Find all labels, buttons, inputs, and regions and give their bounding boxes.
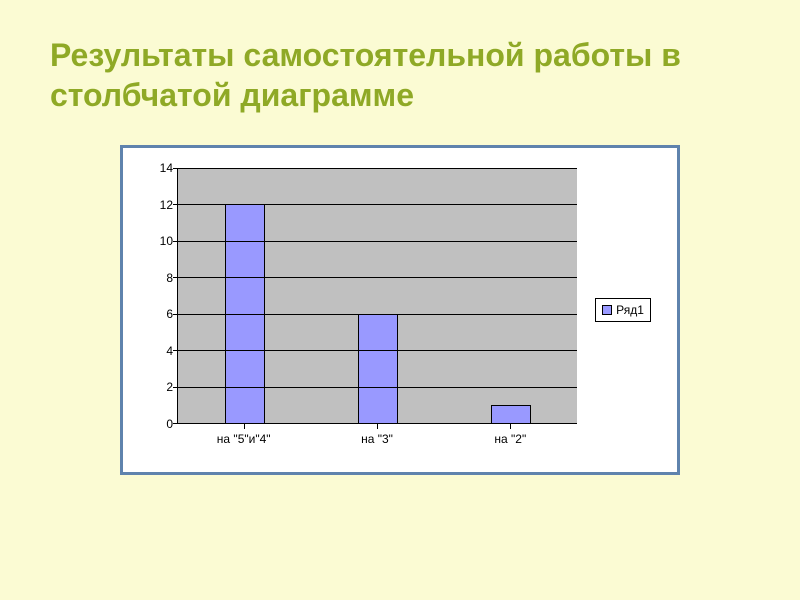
x-tick-label: на "3"	[310, 424, 443, 452]
gridline	[178, 241, 577, 242]
legend-swatch	[602, 305, 612, 315]
chart-container: 0 2 4 6 8 10 12 14 на "5"и"4"на "3"на "2" Ряд1	[120, 145, 680, 475]
y-tick-label: 6	[166, 307, 173, 321]
slide: Результаты самостоятельной работы в стол…	[0, 0, 800, 600]
gridline	[178, 387, 577, 388]
y-tick-mark	[173, 241, 178, 242]
x-axis: на "5"и"4"на "3"на "2"	[177, 424, 577, 452]
gridline	[178, 277, 577, 278]
gridline	[178, 168, 577, 169]
gridline	[178, 350, 577, 351]
legend-wrap: Ряд1	[577, 168, 657, 452]
y-tick-label: 4	[166, 344, 173, 358]
y-tick-mark	[173, 168, 178, 169]
gridline	[178, 314, 577, 315]
y-tick-mark	[173, 277, 178, 278]
y-axis: 02468101214	[143, 168, 177, 424]
x-tick-label: на "5"и"4"	[177, 424, 310, 452]
x-tick-label: на "2"	[444, 424, 577, 452]
bar-slot	[311, 168, 444, 423]
y-tick-label: 10	[160, 234, 173, 248]
chart-main: 02468101214 на "5"и"4"на "3"на "2"	[143, 168, 577, 452]
legend-label: Ряд1	[616, 303, 644, 317]
bar-slot	[178, 168, 311, 423]
y-tick-label: 12	[160, 198, 173, 212]
bar	[358, 314, 398, 423]
y-tick-mark	[173, 350, 178, 351]
chart-inner: 0 2 4 6 8 10 12 14 на "5"и"4"на "3"на "2" Ряд1	[133, 158, 667, 462]
slide-title: Результаты самостоятельной работы в стол…	[50, 35, 750, 115]
gridline	[178, 204, 577, 205]
bars-container	[178, 168, 577, 423]
plot-row: 02468101214	[143, 168, 577, 424]
plot-area	[177, 168, 577, 424]
legend-box: Ряд1	[595, 298, 651, 322]
bar-slot	[444, 168, 577, 423]
y-tick-label: 2	[166, 380, 173, 394]
y-tick-mark	[173, 387, 178, 388]
y-tick-mark	[173, 204, 178, 205]
y-tick-label: 8	[166, 271, 173, 285]
y-tick-label: 14	[160, 161, 173, 175]
y-tick-mark	[173, 314, 178, 315]
bar	[491, 405, 531, 423]
y-tick-label: 0	[166, 417, 173, 431]
